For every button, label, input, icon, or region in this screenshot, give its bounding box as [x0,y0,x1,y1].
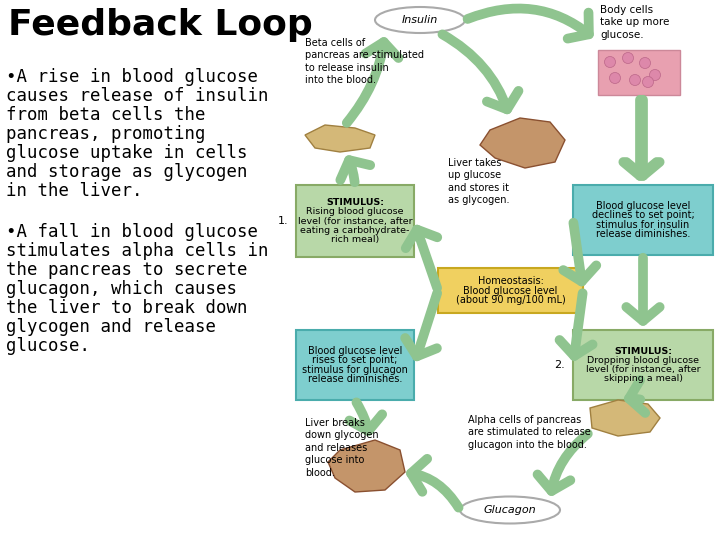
Text: Liver breaks
down glycogen
and releases
glucose into
blood.: Liver breaks down glycogen and releases … [305,418,379,477]
Ellipse shape [460,496,560,523]
Text: stimulus for glucagon: stimulus for glucagon [302,365,408,375]
FancyBboxPatch shape [573,185,713,255]
Text: from beta cells the: from beta cells the [6,106,205,124]
Text: Glucagon: Glucagon [484,505,536,515]
Text: 1.: 1. [277,216,288,226]
Text: pancreas, promoting: pancreas, promoting [6,125,205,143]
Text: glycogen and release: glycogen and release [6,318,216,336]
Text: glucagon, which causes: glucagon, which causes [6,280,237,298]
Text: Alpha cells of pancreas
are stimulated to release
glucagon into the blood.: Alpha cells of pancreas are stimulated t… [468,415,590,450]
Text: Blood glucose level: Blood glucose level [463,286,558,296]
Polygon shape [305,125,375,152]
FancyBboxPatch shape [573,330,713,400]
Text: Rising blood glucose: Rising blood glucose [306,207,404,217]
Text: Body cells
take up more
glucose.: Body cells take up more glucose. [600,5,670,40]
Circle shape [629,75,641,85]
Text: and storage as glycogen: and storage as glycogen [6,163,248,181]
Polygon shape [328,440,405,492]
Polygon shape [590,400,660,436]
Text: STIMULUS:: STIMULUS: [326,198,384,207]
Text: release diminishes.: release diminishes. [308,374,402,384]
Text: level (for instance, after: level (for instance, after [585,365,701,374]
Text: glucose uptake in cells: glucose uptake in cells [6,144,248,162]
Text: Insulin: Insulin [402,15,438,25]
Text: skipping a meal): skipping a meal) [603,374,683,383]
Circle shape [639,57,650,69]
Circle shape [605,57,616,68]
Text: eating a carbohydrate-: eating a carbohydrate- [300,226,410,235]
Text: Feedback Loop: Feedback Loop [8,8,312,42]
FancyBboxPatch shape [598,50,680,95]
Text: causes release of insulin: causes release of insulin [6,87,269,105]
Text: 2.: 2. [554,360,565,370]
Text: release diminishes.: release diminishes. [596,230,690,239]
Text: Liver takes
up glucose
and stores it
as glycogen.: Liver takes up glucose and stores it as … [448,158,510,205]
FancyBboxPatch shape [296,185,414,257]
FancyBboxPatch shape [438,268,583,313]
Text: glucose.: glucose. [6,337,90,355]
Text: stimulates alpha cells in: stimulates alpha cells in [6,242,269,260]
Circle shape [623,52,634,64]
Text: in the liver.: in the liver. [6,182,143,200]
Ellipse shape [375,7,465,33]
Text: Beta cells of
pancreas are stimulated
to release insulin
into the blood.: Beta cells of pancreas are stimulated to… [305,38,424,85]
Text: rises to set point;: rises to set point; [312,355,397,366]
Text: •A rise in blood glucose: •A rise in blood glucose [6,68,258,86]
Text: (about 90 mg/100 mL): (about 90 mg/100 mL) [456,295,565,305]
Text: rich meal): rich meal) [331,235,379,244]
Text: the pancreas to secrete: the pancreas to secrete [6,261,248,279]
Polygon shape [480,118,565,168]
Text: STIMULUS:: STIMULUS: [614,347,672,356]
Text: Dropping blood glucose: Dropping blood glucose [587,356,699,365]
Text: Homeostasis:: Homeostasis: [477,276,544,286]
Text: Blood glucose level: Blood glucose level [596,201,690,211]
Circle shape [649,70,660,80]
Circle shape [642,77,654,87]
Text: stimulus for insulin: stimulus for insulin [596,220,690,230]
Text: level (for instance, after: level (for instance, after [297,217,413,226]
Circle shape [610,72,621,84]
Text: the liver to break down: the liver to break down [6,299,248,317]
Text: declines to set point;: declines to set point; [592,211,694,220]
FancyBboxPatch shape [296,330,414,400]
Text: Blood glucose level: Blood glucose level [308,346,402,356]
Text: •A fall in blood glucose: •A fall in blood glucose [6,223,258,241]
